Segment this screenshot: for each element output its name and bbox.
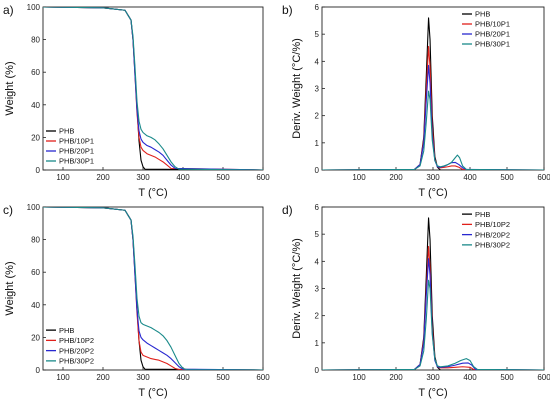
y-axis-title: Weight (%) <box>4 261 16 315</box>
legend-label: PHB <box>59 326 74 335</box>
x-tick-label: 500 <box>216 173 230 182</box>
x-tick-label: 300 <box>426 373 440 382</box>
x-tick-label: 200 <box>96 173 110 182</box>
panel-label: c) <box>3 203 13 217</box>
y-tick-label: 0 <box>315 366 320 375</box>
legend-label: PHB/20P2 <box>475 230 510 239</box>
y-axis-title: Deriv. Weight (°C/%) <box>291 38 303 139</box>
legend-label: PHB/10P2 <box>475 220 510 229</box>
y-tick-label: 60 <box>31 68 40 77</box>
plot-frame <box>42 206 264 371</box>
y-tick-label: 4 <box>315 257 320 266</box>
y-tick-label: 40 <box>31 101 40 110</box>
x-tick-label: 400 <box>463 173 477 182</box>
series-line-2 <box>322 258 544 370</box>
y-tick-label: 5 <box>315 230 320 239</box>
y-tick-label: 2 <box>315 112 320 121</box>
series-line-1 <box>322 245 544 370</box>
y-tick-label: 6 <box>315 3 320 12</box>
legend-label: PHB/30P1 <box>475 40 510 49</box>
x-tick-label: 400 <box>176 373 190 382</box>
x-tick-label: 100 <box>352 173 366 182</box>
series-line-3 <box>43 207 263 370</box>
y-tick-label: 3 <box>315 285 320 294</box>
x-tick-label: 300 <box>136 173 150 182</box>
y-tick-label: 80 <box>31 36 40 45</box>
y-tick-label: 80 <box>31 236 40 245</box>
x-axis-title: T (°C) <box>418 187 447 199</box>
y-tick-label: 100 <box>27 203 41 212</box>
legend-label: PHB/20P2 <box>59 346 94 355</box>
series-line-2 <box>322 64 544 170</box>
x-axis-title: T (°C) <box>138 187 167 199</box>
panel-b-deriv-p1: b) 100 200 300 400 500 600 0 1 2 3 4 5 6 T (°C) Deriv. … <box>282 3 550 199</box>
legend-label: PHB/30P1 <box>59 157 94 166</box>
legend-label: PHB/20P1 <box>59 147 94 156</box>
y-tick-label: 3 <box>315 85 320 94</box>
x-axis-title: T (°C) <box>418 387 447 399</box>
legend-label: PHB <box>475 210 490 219</box>
y-tick-label: 1 <box>315 139 320 148</box>
y-tick-label: 40 <box>31 301 40 310</box>
y-tick-label: 0 <box>36 166 41 175</box>
series-line-3 <box>322 90 544 170</box>
legend-label: PHB <box>475 10 490 19</box>
x-tick-label: 300 <box>136 373 150 382</box>
y-axis-title: Deriv. Weight (°C/%) <box>291 238 303 339</box>
x-tick-label: 200 <box>96 373 110 382</box>
legend-label: PHB/20P1 <box>475 30 510 39</box>
x-tick-label: 200 <box>389 173 403 182</box>
series-line-3 <box>43 7 263 170</box>
x-tick-label: 300 <box>426 173 440 182</box>
y-tick-label: 0 <box>315 166 320 175</box>
x-tick-label: 500 <box>500 173 514 182</box>
x-tick-label: 100 <box>56 173 70 182</box>
x-tick-label: 400 <box>176 173 190 182</box>
y-tick-label: 100 <box>27 3 41 12</box>
legend-label: PHB/30P2 <box>59 357 94 366</box>
legend-label: PHB/10P1 <box>59 137 94 146</box>
panel-c-weight-p2: c) 100 200 300 400 500 600 0 20 40 60 80 100 T (°C) We… <box>3 203 270 399</box>
legend-label: PHB <box>59 127 74 136</box>
y-tick-label: 2 <box>315 312 320 321</box>
y-tick-label: 0 <box>36 366 41 375</box>
x-tick-label: 400 <box>463 373 477 382</box>
y-tick-label: 1 <box>315 339 320 348</box>
y-tick-label: 60 <box>31 268 40 277</box>
x-tick-label: 500 <box>216 373 230 382</box>
panel-a-weight-p1: a) 100 200 300 400 500 600 0 20 40 60 80 100 T (°C) We… <box>3 3 270 199</box>
series-line-1 <box>322 45 544 170</box>
x-tick-label: 600 <box>256 173 270 182</box>
y-tick-label: 20 <box>31 133 40 142</box>
series-line-3 <box>322 279 544 370</box>
x-axis-title: T (°C) <box>138 387 167 399</box>
y-tick-label: 5 <box>315 30 320 39</box>
legend-label: PHB/10P2 <box>59 336 94 345</box>
x-tick-label: 600 <box>537 373 550 382</box>
panel-d-deriv-p2: d) 100 200 300 400 500 600 0 1 2 3 4 5 6 T (°C) Deriv. … <box>282 203 550 399</box>
x-tick-label: 600 <box>537 173 550 182</box>
x-tick-label: 600 <box>256 373 270 382</box>
panel-label: b) <box>282 3 293 17</box>
legend-label: PHB/30P2 <box>475 241 510 250</box>
plot-frame <box>42 6 264 171</box>
y-tick-label: 4 <box>315 57 320 66</box>
x-tick-label: 200 <box>389 373 403 382</box>
y-axis-title: Weight (%) <box>4 61 16 115</box>
panel-label: d) <box>282 203 293 217</box>
y-tick-label: 20 <box>31 333 40 342</box>
x-tick-label: 100 <box>56 373 70 382</box>
x-tick-label: 100 <box>352 373 366 382</box>
y-tick-label: 6 <box>315 203 320 212</box>
legend-label: PHB/10P1 <box>475 20 510 29</box>
series-line-0 <box>322 217 544 370</box>
panel-label: a) <box>3 3 14 17</box>
x-tick-label: 500 <box>500 373 514 382</box>
